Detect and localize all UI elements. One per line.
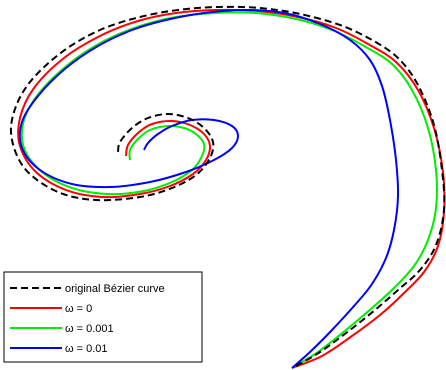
series-line-0-001-2 [20, 11, 438, 369]
series-line-0-01-3 [18, 9, 400, 369]
legend-label-1: ω = 0 [65, 303, 92, 315]
series-layer [9, 5, 446, 369]
series-line-original-b-zier-curve-0 [9, 5, 446, 367]
legend-label-2: ω = 0.001 [65, 323, 114, 335]
series-line-0-1 [17, 8, 446, 369]
legend-label-0: original Bézier curve [65, 283, 165, 295]
legend-entries: original Bézier curve ω = 0 ω = 0.001 ω = 0… [10, 283, 165, 355]
legend-label-3: ω = 0.01 [65, 343, 108, 355]
legend: original Bézier curve ω = 0 ω = 0.001 ω = 0… [3, 271, 203, 363]
